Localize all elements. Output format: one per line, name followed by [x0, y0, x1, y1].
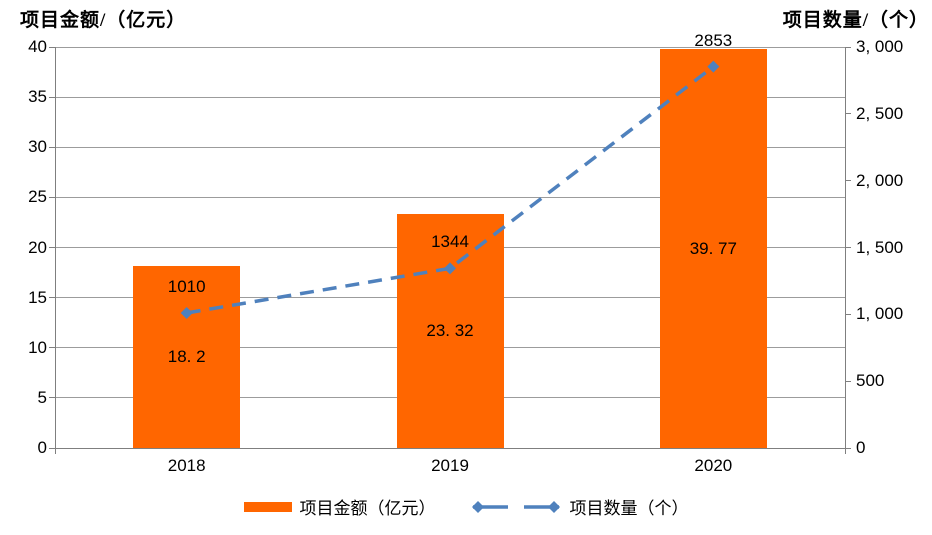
left-axis-tick-label: 40 [28, 37, 47, 56]
y-axis-right [845, 47, 846, 454]
right-axis-tick-label: 500 [856, 371, 885, 391]
right-axis-tick-label: 2, 500 [856, 103, 904, 123]
y-axis-left [55, 47, 56, 454]
bar-data-label-2020: 39. 77 [689, 238, 737, 258]
right-axis-tick [845, 447, 851, 449]
right-axis-tick-label: 1, 000 [856, 304, 904, 324]
left-axis-tick [49, 347, 55, 349]
right-axis-tick [845, 380, 851, 382]
right-axis-tick-label: 2, 000 [856, 170, 904, 190]
legend-bar-swatch-icon [243, 501, 292, 512]
right-axis-tick [845, 46, 851, 48]
right-axis-tick [845, 180, 851, 182]
gridline [55, 46, 846, 48]
legend-item-count: 项目数量（个） [470, 494, 689, 519]
x-axis-label-2019: 2019 [431, 456, 469, 475]
right-axis-tick-label: 1, 500 [856, 237, 904, 257]
x-axis [55, 448, 846, 449]
left-axis-tick-label: 25 [28, 187, 47, 207]
left-axis-tick-label: 20 [28, 237, 47, 257]
left-axis-tick-label: 10 [28, 337, 47, 357]
left-axis-tick-label: 30 [28, 137, 47, 157]
left-axis-tick-label: 15 [28, 287, 47, 307]
legend-item-amount: 项目金额（亿元） [243, 494, 436, 519]
right-axis-tick-label: 0 [856, 438, 866, 457]
left-axis-tick [49, 196, 55, 198]
left-axis-tick [49, 46, 55, 48]
right-axis-tick-label: 3, 000 [856, 37, 904, 56]
left-axis-tick [49, 96, 55, 98]
left-axis-tick [49, 447, 55, 449]
left-axis-tick [49, 146, 55, 148]
left-axis-tick-label: 0 [37, 438, 47, 457]
left-axis-title: 项目金额/（亿元） [20, 10, 187, 31]
right-axis-tick [845, 113, 851, 115]
right-axis-tick [845, 247, 851, 248]
left-axis-tick-label: 5 [37, 387, 47, 407]
line-data-label-2020: 2853 [694, 30, 733, 50]
right-axis-tick [845, 313, 851, 315]
x-axis-label-2020: 2020 [694, 456, 733, 475]
right-axis-title: 项目数量/（个） [782, 10, 929, 31]
bar-data-label-2019: 23. 32 [426, 321, 474, 341]
left-axis-tick [49, 297, 55, 299]
line-data-label-2018: 1010 [167, 276, 206, 296]
legend-amount-label: 项目金额（亿元） [299, 499, 436, 518]
legend: 项目金额（亿元） 项目数量（个） [0, 494, 932, 519]
line-data-label-2019: 1344 [431, 232, 469, 252]
left-axis-tick [49, 397, 55, 399]
left-axis-tick-label: 35 [28, 87, 47, 107]
left-axis-tick [49, 247, 55, 248]
x-axis-label-2018: 2018 [167, 456, 206, 475]
legend-line-swatch-icon [471, 500, 560, 513]
bar-data-label-2018: 18. 2 [167, 346, 206, 366]
legend-count-label: 项目数量（个） [569, 499, 689, 518]
